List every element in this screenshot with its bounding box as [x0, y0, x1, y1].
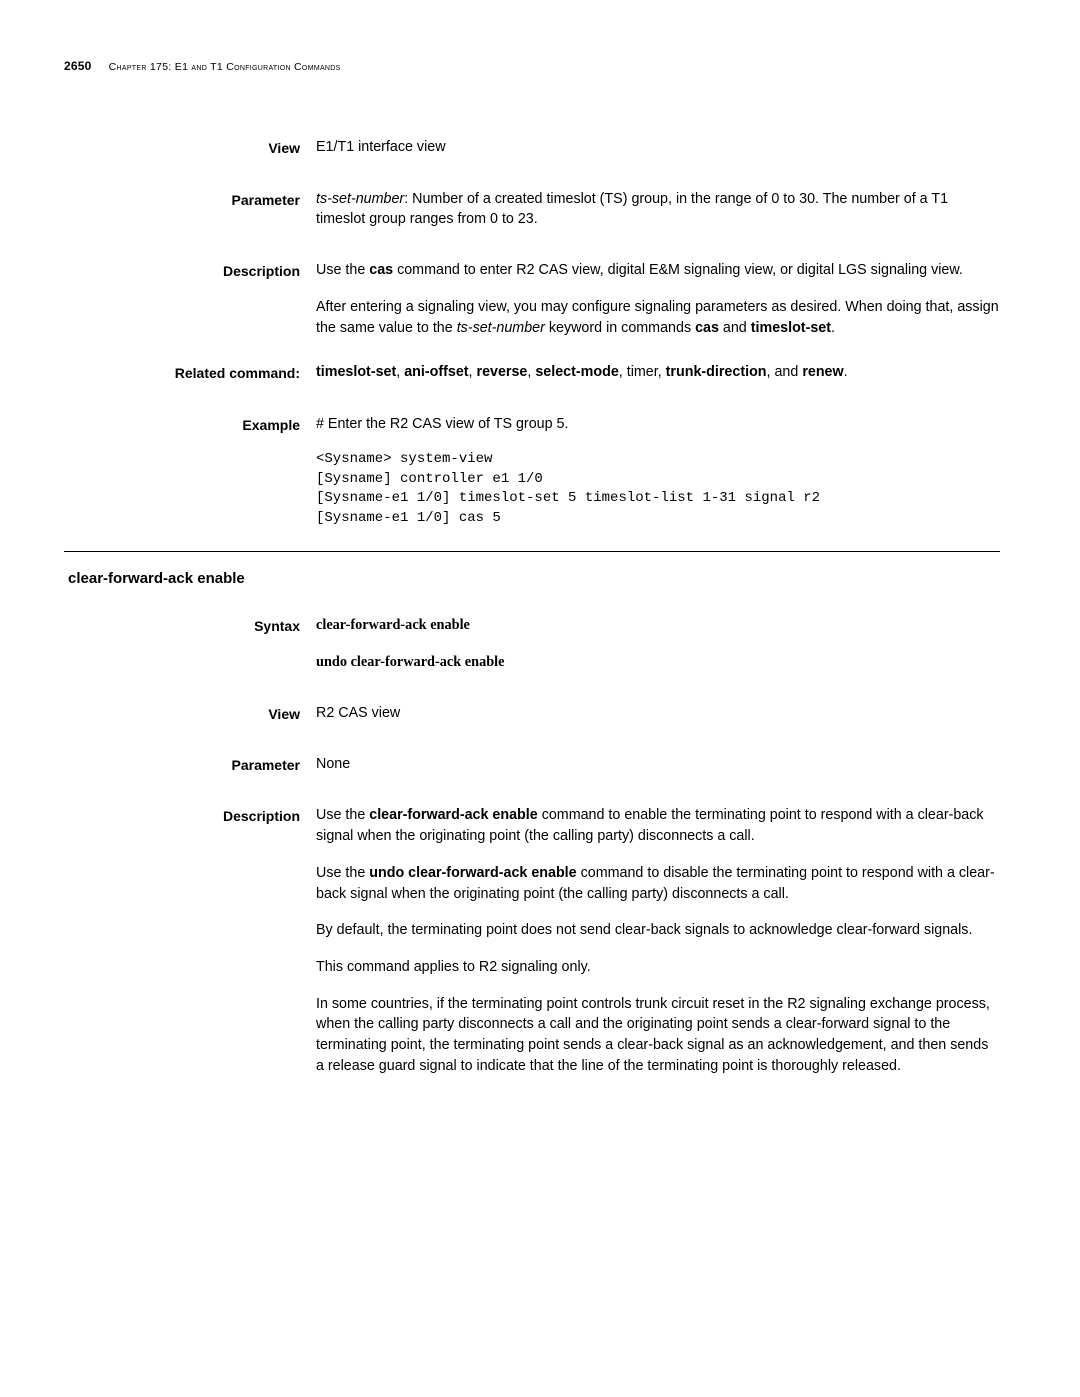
example-code: <Sysname> system-view [Sysname] controll… — [316, 450, 1000, 528]
d4: This command applies to R2 signaling onl… — [316, 957, 1000, 978]
label-view-2: View — [64, 703, 316, 724]
label-related: Related command: — [64, 362, 316, 383]
syntax-line2: undo clear-forward-ack enable — [316, 652, 1000, 673]
desc1-b: cas — [369, 262, 393, 278]
d1-a: Use the — [316, 807, 369, 823]
desc1-a: Use the — [316, 262, 369, 278]
label-description-1: Description — [64, 260, 316, 338]
d1-b: clear-forward-ack enable — [369, 807, 537, 823]
rel-s1: , — [396, 364, 404, 380]
desc1-c: command to enter R2 CAS view, digital E&… — [393, 262, 963, 278]
content-parameter-1: ts-set-number: Number of a created times… — [316, 189, 1000, 230]
section-divider — [64, 551, 1000, 552]
label-view-1: View — [64, 137, 316, 158]
param-name: ts-set-number — [316, 191, 404, 207]
label-example-1: Example — [64, 414, 316, 529]
content-view-1: E1/T1 interface view — [316, 137, 1000, 158]
label-parameter-1: Parameter — [64, 189, 316, 230]
label-syntax: Syntax — [64, 615, 316, 672]
rel-b2: ani-offset — [404, 364, 468, 380]
rel-b6: renew — [802, 364, 843, 380]
content-description-2: Use the clear-forward-ack enable command… — [316, 805, 1000, 1076]
example-intro: # Enter the R2 CAS view of TS group 5. — [316, 414, 1000, 435]
desc2-e: and — [719, 320, 751, 336]
row-parameter-1: Parameter ts-set-number: Number of a cre… — [64, 189, 1000, 230]
desc2-d: cas — [695, 320, 719, 336]
label-parameter-2: Parameter — [64, 754, 316, 775]
content-related: timeslot-set, ani-offset, reverse, selec… — [316, 362, 1000, 383]
content-parameter-2: None — [316, 754, 1000, 775]
row-parameter-2: Parameter None — [64, 754, 1000, 775]
rel-s4: , timer, — [619, 364, 666, 380]
desc2-f: timeslot-set — [751, 320, 831, 336]
rel-s5: , and — [767, 364, 803, 380]
row-view-1: View E1/T1 interface view — [64, 137, 1000, 158]
chapter-label: Chapter 175: E1 and T1 Configuration Com… — [109, 61, 341, 73]
row-description-1: Description Use the cas command to enter… — [64, 260, 1000, 338]
label-description-2: Description — [64, 805, 316, 1076]
d2-a: Use the — [316, 865, 369, 881]
row-syntax: Syntax clear-forward-ack enable undo cle… — [64, 615, 1000, 672]
rel-b5: trunk-direction — [666, 364, 767, 380]
content-view-2: R2 CAS view — [316, 703, 1000, 724]
desc2-c: keyword in commands — [545, 320, 695, 336]
d2-b: undo clear-forward-ack enable — [369, 865, 576, 881]
row-view-2: View R2 CAS view — [64, 703, 1000, 724]
row-related: Related command: timeslot-set, ani-offse… — [64, 362, 1000, 383]
section-title: clear-forward-ack enable — [68, 568, 1000, 590]
page-number: 2650 — [64, 59, 92, 73]
rel-b4: select-mode — [535, 364, 618, 380]
syntax-line1: clear-forward-ack enable — [316, 615, 1000, 636]
d5: In some countries, if the terminating po… — [316, 994, 1000, 1077]
row-example-1: Example # Enter the R2 CAS view of TS gr… — [64, 414, 1000, 529]
content-description-1: Use the cas command to enter R2 CAS view… — [316, 260, 1000, 338]
d3: By default, the terminating point does n… — [316, 920, 1000, 941]
rel-b1: timeslot-set — [316, 364, 396, 380]
rel-s6: . — [844, 364, 848, 380]
rel-b3: reverse — [477, 364, 528, 380]
desc2-b: ts-set-number — [457, 320, 545, 336]
param-body: : Number of a created timeslot (TS) grou… — [316, 191, 948, 228]
page-container: 2650 Chapter 175: E1 and T1 Configuratio… — [0, 0, 1080, 1153]
desc2-g: . — [831, 320, 835, 336]
rel-s2: , — [469, 364, 477, 380]
row-description-2: Description Use the clear-forward-ack en… — [64, 805, 1000, 1076]
page-header: 2650 Chapter 175: E1 and T1 Configuratio… — [64, 58, 1000, 75]
content-syntax: clear-forward-ack enable undo clear-forw… — [316, 615, 1000, 672]
content-example-1: # Enter the R2 CAS view of TS group 5. <… — [316, 414, 1000, 529]
